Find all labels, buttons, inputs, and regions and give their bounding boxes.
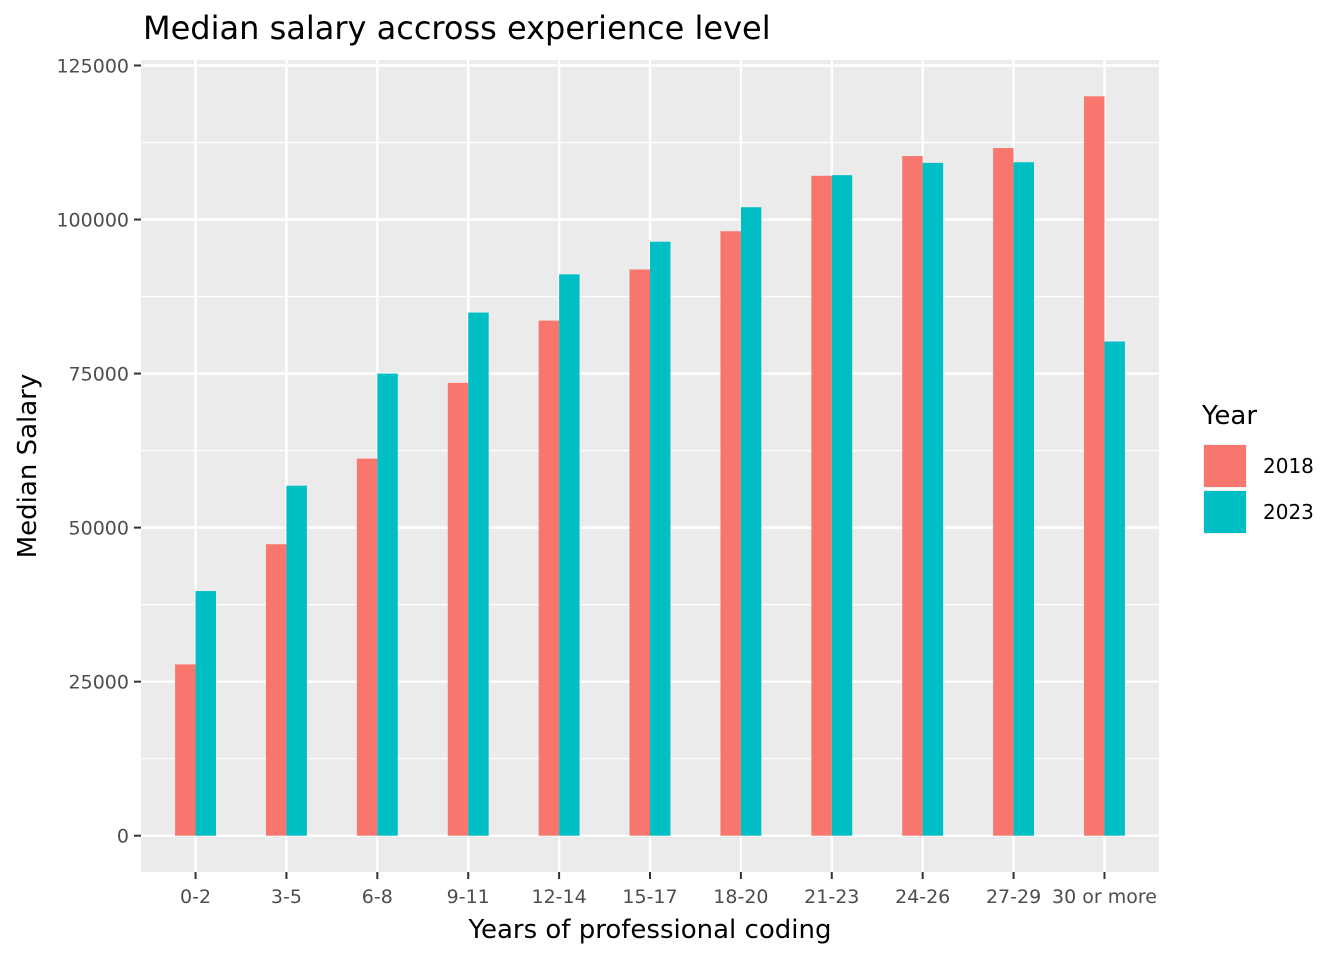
bar-2018-9-11: [447, 382, 469, 836]
bar-2023-3-5: [286, 485, 307, 836]
bar-2023-6-8: [377, 373, 398, 836]
x-tick-label: 12-14: [531, 886, 586, 908]
bar-2018-27-29: [993, 148, 1014, 836]
y-tick-label: 125000: [56, 56, 129, 78]
x-tick-label: 30 or more: [1052, 886, 1157, 908]
legend-label-2018: 2018: [1263, 454, 1314, 478]
bar-2023-15-17: [650, 241, 671, 836]
bar-2018-15-17: [629, 269, 650, 836]
bar-2023-24-26: [922, 162, 944, 836]
y-tick-label: 50000: [69, 518, 129, 540]
x-tick-label: 9-11: [447, 886, 490, 908]
bar-2018-0-2: [175, 664, 196, 836]
axes: 0 25000 50000 75000 100000 125000 0-2 3-5 6-8 9-1…: [56, 56, 1156, 908]
bar-2018-30 or more: [1084, 96, 1105, 836]
x-axis-title: Years of professional coding: [468, 915, 832, 945]
bar-2023-9-11: [468, 312, 489, 836]
x-tick-label: 15-17: [622, 886, 677, 908]
x-tick-label: 27-29: [986, 886, 1041, 908]
bar-2023-30 or more: [1104, 341, 1125, 836]
x-tick-label: 3-5: [271, 886, 302, 908]
bar-2018-18-20: [720, 231, 741, 836]
y-tick-label: 0: [117, 826, 129, 848]
bar-2018-3-5: [265, 544, 287, 836]
legend: Year 2018 2023: [1201, 401, 1314, 534]
x-tick-label: 21-23: [804, 886, 859, 908]
bar-2023-18-20: [740, 207, 762, 836]
x-tick-label: 0-2: [180, 886, 211, 908]
bar-2018-6-8: [356, 458, 378, 836]
bar-2023-12-14: [559, 274, 580, 836]
bar-2023-21-23: [831, 175, 853, 836]
x-tick-label: 6-8: [362, 886, 393, 908]
bar-2018-24-26: [902, 156, 923, 836]
legend-swatch-2018: [1204, 445, 1246, 487]
bar-2018-21-23: [811, 175, 832, 836]
bar-2023-27-29: [1013, 162, 1035, 836]
x-tick-label: 24-26: [895, 886, 950, 908]
y-tick-label: 100000: [56, 210, 129, 232]
x-tick-label: 18-20: [713, 886, 768, 908]
legend-label-2023: 2023: [1263, 500, 1314, 524]
bar-2018-12-14: [538, 320, 560, 836]
bar-2023-0-2: [195, 591, 216, 836]
y-tick-label: 75000: [69, 364, 129, 386]
bars: [175, 96, 1125, 836]
legend-swatch-2023: [1204, 491, 1246, 533]
y-axis-title: Median Salary: [13, 374, 43, 559]
chart-title: Median salary accross experience level: [143, 9, 771, 47]
y-tick-label: 25000: [69, 672, 129, 694]
legend-title: Year: [1201, 401, 1257, 431]
